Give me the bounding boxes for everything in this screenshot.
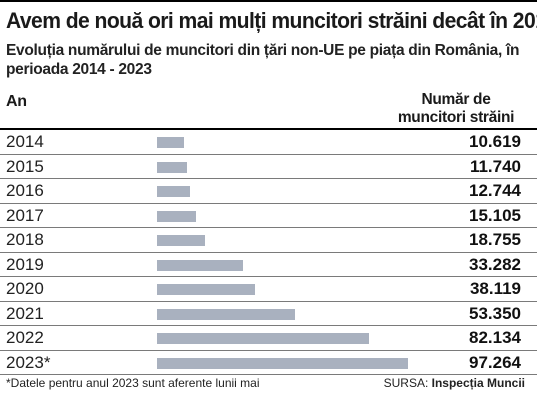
value-label: 82.134 xyxy=(469,328,521,347)
value-label: 97.264 xyxy=(469,352,521,372)
table-row: 2023* 97.264 xyxy=(0,351,537,375)
value-label: 15.105 xyxy=(469,205,521,225)
bar xyxy=(157,284,256,295)
chart-subtitle: Evoluția numărului de muncitori din țări… xyxy=(6,42,520,78)
value-label: 53.350 xyxy=(469,303,521,323)
year-label: 2021 xyxy=(6,303,44,323)
bar xyxy=(157,357,408,369)
year-label: 2014 xyxy=(6,132,44,151)
bar xyxy=(157,137,185,148)
table-row: 2022 82.134 xyxy=(0,326,537,351)
source-name: Inspecția Muncii xyxy=(431,376,525,390)
bar xyxy=(157,259,243,271)
year-label: 2015 xyxy=(6,156,44,176)
chart-title: Avem de nouă ori mai mulți muncitori str… xyxy=(6,8,537,33)
table-row: 2016 12.744 xyxy=(0,179,537,204)
value-label: 11.740 xyxy=(469,156,521,176)
table-row: 2020 38.119 xyxy=(0,277,537,302)
bar xyxy=(157,186,190,197)
source: SURSA: Inspecția Muncii xyxy=(384,376,525,390)
year-label: 2022 xyxy=(6,328,44,347)
year-label: 2018 xyxy=(6,230,44,249)
footnote: *Datele pentru anul 2023 sunt aferente l… xyxy=(6,376,260,390)
year-label: 2019 xyxy=(6,254,44,274)
table-row: 2015 11.740 xyxy=(0,155,537,179)
value-label: 18.755 xyxy=(469,230,521,249)
bar xyxy=(157,235,206,246)
column-header-year: An xyxy=(6,93,27,110)
column-header-count: Număr de muncitori străini xyxy=(397,91,515,126)
year-label: 2017 xyxy=(6,205,44,225)
year-label: 2023* xyxy=(6,352,51,372)
table-row: 2018 18.755 xyxy=(0,228,537,253)
source-prefix: SURSA: xyxy=(383,376,432,390)
table-row: 2021 53.350 xyxy=(0,302,537,326)
header-rule xyxy=(0,128,537,130)
table-row: 2014 10.619 xyxy=(0,130,537,155)
chart-rows: 2014 10.619 2015 11.740 2016 12.744 2017 15.105… xyxy=(0,130,537,375)
table-row: 2017 15.105 xyxy=(0,204,537,228)
table-row: 2019 33.282 xyxy=(0,253,537,277)
value-label: 33.282 xyxy=(469,254,521,274)
bar xyxy=(157,210,196,222)
bar xyxy=(157,333,369,344)
bar xyxy=(157,308,295,320)
bar xyxy=(157,161,188,173)
year-label: 2020 xyxy=(6,279,44,298)
top-rule xyxy=(0,0,537,2)
value-label: 12.744 xyxy=(469,181,521,200)
value-label: 10.619 xyxy=(469,132,521,151)
value-label: 38.119 xyxy=(469,279,521,298)
year-label: 2016 xyxy=(6,181,44,200)
